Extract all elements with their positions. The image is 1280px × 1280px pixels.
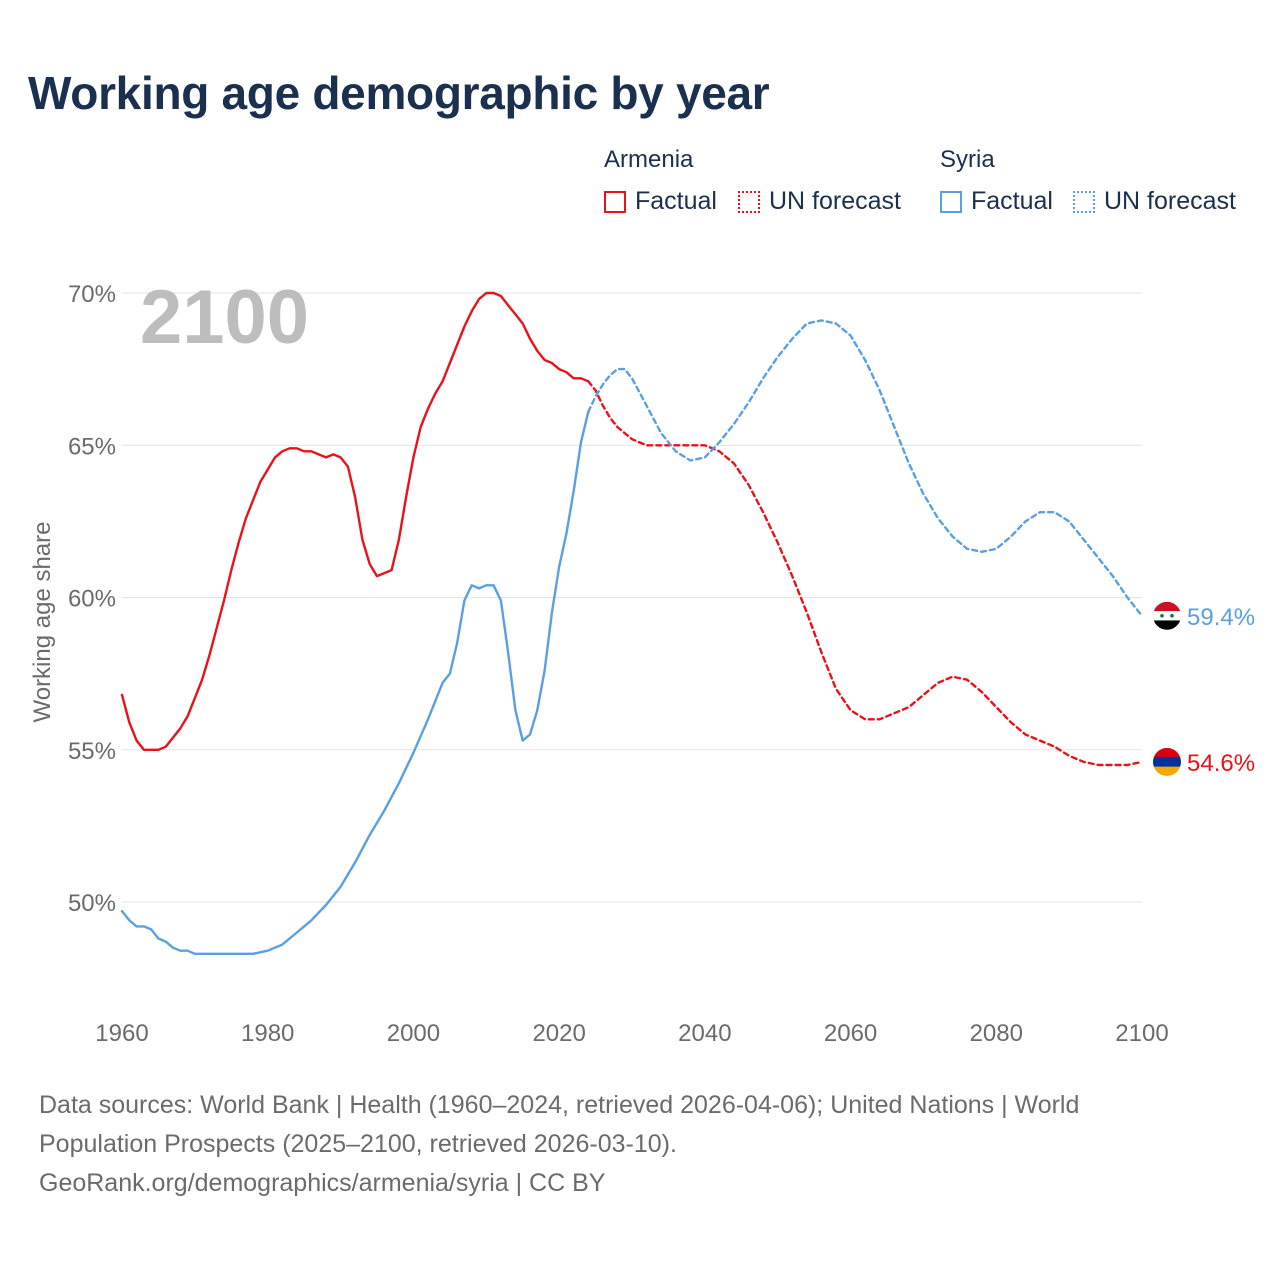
syria-flag-icon (1153, 601, 1181, 630)
legend-label: UN forecast (769, 187, 901, 215)
x-tick-label: 2080 (970, 1020, 1023, 1047)
flag-stripe (1153, 747, 1181, 758)
y-tick-label: 65% (68, 433, 116, 460)
legend-group-armenia: Armenia (604, 146, 694, 173)
legend-swatch-dotted (738, 190, 760, 213)
legend-group-syria: Syria (940, 146, 995, 173)
year-watermark: 2100 (140, 275, 309, 360)
y-tick-label: 60% (68, 586, 116, 613)
series-line-armenia-forecast (587, 380, 1144, 767)
x-tick-label: 2000 (387, 1020, 440, 1047)
legend-label: Factual (635, 187, 717, 215)
legend-syria-factual[interactable]: Factual (940, 187, 1053, 216)
footer-sources: Data sources: World Bank | Health (1960–… (39, 1091, 1080, 1158)
end-value-label-armenia: 54.6% (1187, 750, 1255, 777)
footer-credit: GeoRank.org/demographics/armenia/syria |… (39, 1169, 606, 1197)
flag-star (1170, 613, 1174, 618)
legend-swatch-dotted (1073, 190, 1095, 213)
line-chart: 50% 55% 60% 65% 70% 1960 1980 2000 2020 2040 2060 2… (29, 275, 1255, 1047)
flag-stripe (1153, 757, 1181, 768)
flag-stripe (1153, 611, 1181, 621)
legend-swatch-solid (604, 190, 626, 213)
flag-star (1160, 613, 1164, 618)
series-line-syria-factual (120, 410, 590, 955)
legend-label: Factual (971, 187, 1053, 215)
flag-stripe (1153, 601, 1181, 612)
y-tick-label: 55% (68, 738, 116, 765)
legend-armenia-forecast[interactable]: UN forecast (738, 187, 901, 216)
legend-label: UN forecast (1104, 187, 1236, 215)
chart-title: Working age demographic by year (28, 67, 770, 119)
y-tick-label: 50% (68, 890, 116, 917)
x-tick-label: 2020 (532, 1020, 585, 1047)
series-line-armenia-factual (120, 291, 590, 751)
x-tick-label: 1980 (241, 1020, 294, 1047)
legend-syria-forecast[interactable]: UN forecast (1073, 187, 1236, 216)
x-tick-label: 2060 (824, 1020, 877, 1047)
y-tick-label: 70% (68, 281, 116, 308)
end-value-label-syria: 59.4% (1187, 604, 1255, 631)
series-line-syria-forecast (587, 319, 1144, 617)
flag-stripe (1153, 766, 1181, 776)
footer: Data sources: World Bank | Health (1960–… (39, 1086, 1199, 1203)
x-tick-label: 2040 (678, 1020, 731, 1047)
legend-swatch-solid (940, 190, 962, 213)
armenia-flag-icon (1153, 747, 1181, 776)
y-axis-label: Working age share (29, 522, 56, 723)
flag-stripe (1153, 620, 1181, 630)
legend-armenia-factual[interactable]: Factual (604, 187, 717, 216)
x-tick-label: 1960 (95, 1020, 148, 1047)
x-tick-label: 2100 (1115, 1020, 1168, 1047)
